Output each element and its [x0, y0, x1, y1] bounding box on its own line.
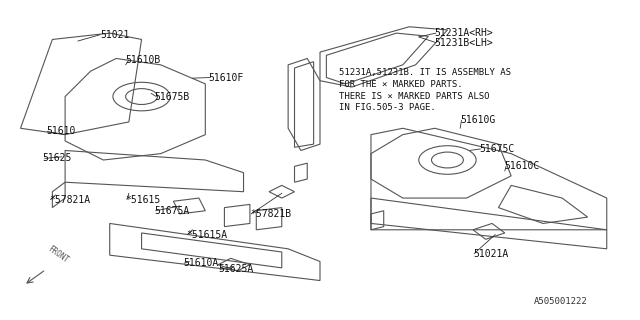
Text: 51610: 51610: [46, 126, 76, 136]
Text: *51615: *51615: [125, 195, 161, 205]
Text: 51021: 51021: [100, 30, 129, 40]
Text: *57821A: *57821A: [49, 195, 90, 205]
Text: 51610A: 51610A: [183, 258, 218, 268]
Text: *57821B: *57821B: [250, 209, 291, 219]
Text: 51610C: 51610C: [505, 161, 540, 171]
Text: 51675A: 51675A: [154, 206, 189, 216]
Text: 51021A: 51021A: [473, 249, 508, 259]
Text: 51610G: 51610G: [460, 115, 495, 125]
Text: 51231B<LH>: 51231B<LH>: [435, 38, 493, 48]
Text: FRONT: FRONT: [46, 244, 70, 265]
Text: 51231A,51231B. IT IS ASSEMBLY AS
FOR THE × MARKED PARTS.
THERE IS × MARKED PARTS: 51231A,51231B. IT IS ASSEMBLY AS FOR THE…: [339, 68, 511, 112]
Text: 51625: 51625: [43, 153, 72, 164]
Text: 51675B: 51675B: [154, 92, 189, 101]
Text: 51231A<RH>: 51231A<RH>: [435, 28, 493, 38]
Text: A505001222: A505001222: [534, 297, 588, 306]
Text: 51610F: 51610F: [209, 73, 244, 83]
Text: 51610B: 51610B: [125, 55, 161, 65]
Text: 51675C: 51675C: [479, 144, 515, 154]
Text: 51625A: 51625A: [218, 264, 253, 275]
Text: *51615A: *51615A: [186, 229, 227, 240]
